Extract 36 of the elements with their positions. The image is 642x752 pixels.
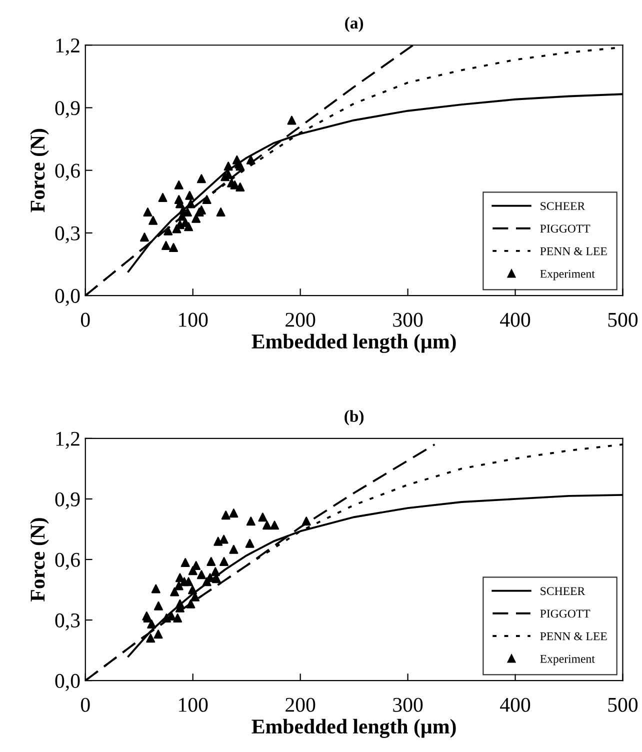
x-tick-label: 400 bbox=[500, 698, 530, 712]
x-tick-label: 400 bbox=[500, 312, 530, 327]
x-tick-label: 200 bbox=[286, 698, 316, 712]
y-tick-label: 1,2 bbox=[56, 432, 80, 449]
x-tick-label: 300 bbox=[393, 312, 423, 327]
legend-label: SCHEER bbox=[540, 587, 586, 596]
chart-title: (a) bbox=[345, 16, 364, 32]
chart-title: (b) bbox=[344, 410, 364, 426]
legend-label: PIGGOTT bbox=[540, 224, 590, 233]
legend-label: PENN & LEE bbox=[540, 632, 607, 640]
y-tick-label: 0,6 bbox=[55, 164, 80, 181]
legend-label: PIGGOTT bbox=[540, 610, 590, 618]
x-tick-label: 0 bbox=[80, 312, 90, 327]
y-tick-label: 1,2 bbox=[56, 38, 80, 56]
y-tick-label: 0,9 bbox=[55, 492, 80, 510]
legend-label: Experiment bbox=[540, 270, 595, 280]
y-tick-label: 0,6 bbox=[55, 552, 80, 570]
y-tick-label: 0,9 bbox=[55, 101, 80, 118]
y-tick-label: 0,0 bbox=[55, 674, 80, 691]
x-tick-label: 500 bbox=[608, 698, 638, 712]
x-tick-label: 100 bbox=[179, 312, 208, 327]
y-tick-label: 0,3 bbox=[55, 613, 80, 630]
y-axis-title: Force (N) bbox=[30, 128, 49, 212]
y-axis-title: Force (N) bbox=[30, 518, 49, 602]
x-tick-label: 300 bbox=[393, 698, 423, 712]
x-tick-label: 500 bbox=[608, 312, 638, 327]
legend-label: PENN & LEE bbox=[540, 247, 607, 256]
y-tick-label: 0,0 bbox=[55, 288, 80, 306]
legend-label: SCHEER bbox=[540, 202, 586, 210]
x-tick-label: 200 bbox=[286, 312, 316, 327]
x-axis-title: Embedded length (µm) bbox=[252, 718, 456, 738]
y-tick-label: 0,3 bbox=[55, 226, 80, 244]
legend-label: Experiment bbox=[540, 654, 595, 666]
x-tick-label: 100 bbox=[179, 698, 208, 712]
x-tick-label: 0 bbox=[80, 698, 90, 712]
x-axis-title: Embedded length (µm) bbox=[252, 334, 456, 353]
